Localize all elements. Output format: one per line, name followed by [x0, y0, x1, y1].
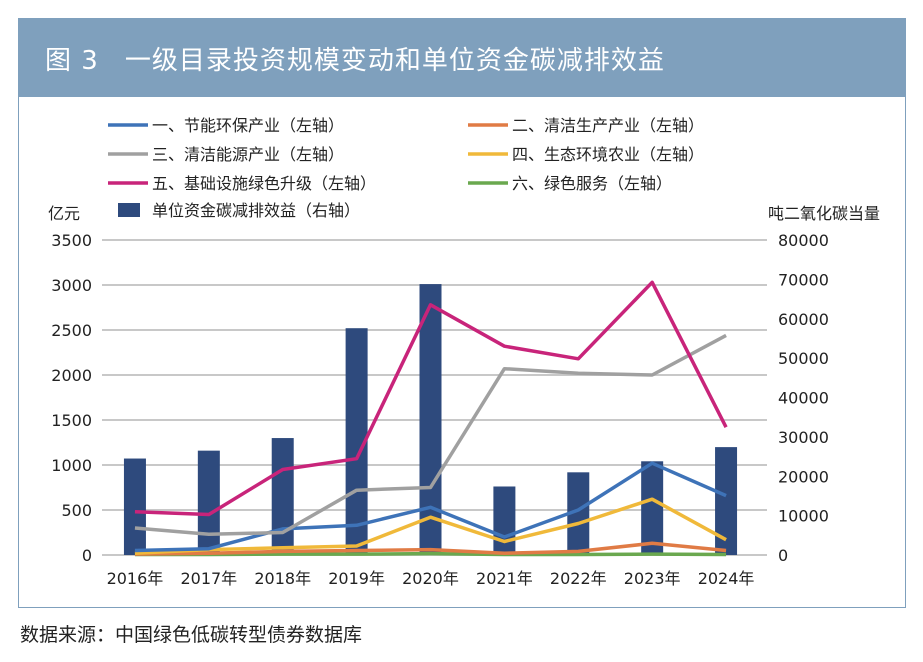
x-tick-label: 2016年	[107, 569, 164, 588]
left-tick-label: 1000	[51, 456, 92, 475]
x-tick-label: 2019年	[328, 569, 385, 588]
legend-label: 四、生态环境农业（左轴）	[512, 145, 704, 164]
x-tick-label: 2022年	[550, 569, 607, 588]
bar	[641, 461, 664, 555]
right-tick-label: 70000	[778, 270, 829, 289]
bar	[567, 472, 590, 555]
right-tick-label: 50000	[778, 349, 829, 368]
figure-title: 一级目录投资规模变动和单位资金碳减排效益	[124, 45, 665, 76]
legend-label: 五、基础设施绿色升级（左轴）	[152, 174, 376, 193]
legend-label: 三、清洁能源产业（左轴）	[152, 145, 344, 164]
right-tick-label: 20000	[778, 467, 829, 486]
data-source: 数据来源：中国绿色低碳转型债券数据库	[20, 624, 363, 646]
right-tick-label: 60000	[778, 310, 829, 329]
left-tick-label: 2500	[51, 321, 92, 340]
chart: 0 500 1000 1500 2000 2500 3000 3500 0 10000 20000 3…	[48, 116, 880, 588]
title-bar: 图 3 一级目录投资规模变动和单位资金碳减排效益	[19, 19, 905, 97]
x-tick-label: 2024年	[698, 569, 755, 588]
left-tick-label: 3000	[51, 276, 92, 295]
right-axis-label: 吨二氧化碳当量	[768, 204, 880, 223]
left-tick-label: 0	[82, 546, 92, 565]
bar	[123, 458, 146, 555]
x-tick-label: 2021年	[476, 569, 533, 588]
left-axis-label: 亿元	[48, 204, 80, 223]
bar	[715, 447, 738, 555]
left-tick-label: 1500	[51, 411, 92, 430]
bar	[493, 486, 516, 555]
legend-label: 一、节能环保产业（左轴）	[152, 116, 344, 135]
legend-label: 六、绿色服务（左轴）	[512, 174, 672, 193]
right-tick-label: 0	[778, 546, 788, 565]
right-tick-label: 40000	[778, 389, 829, 408]
right-tick-label: 30000	[778, 428, 829, 447]
right-tick-label: 10000	[778, 507, 829, 526]
left-tick-label: 3500	[51, 231, 92, 250]
x-tick-label: 2023年	[624, 569, 681, 588]
x-tick-label: 2017年	[180, 569, 237, 588]
figure-number: 图 3	[45, 45, 99, 76]
legend-swatch	[118, 203, 140, 217]
right-tick-label: 80000	[778, 231, 829, 250]
left-tick-label: 2000	[51, 366, 92, 385]
x-tick-label: 2020年	[402, 569, 459, 588]
bar	[345, 328, 368, 555]
x-tick-label: 2018年	[254, 569, 311, 588]
bar	[271, 438, 294, 555]
left-tick-label: 500	[61, 501, 92, 520]
legend-label: 二、清洁生产产业（左轴）	[512, 116, 704, 135]
bar	[197, 450, 220, 555]
legend-label: 单位资金碳减排效益（右轴）	[152, 201, 360, 220]
